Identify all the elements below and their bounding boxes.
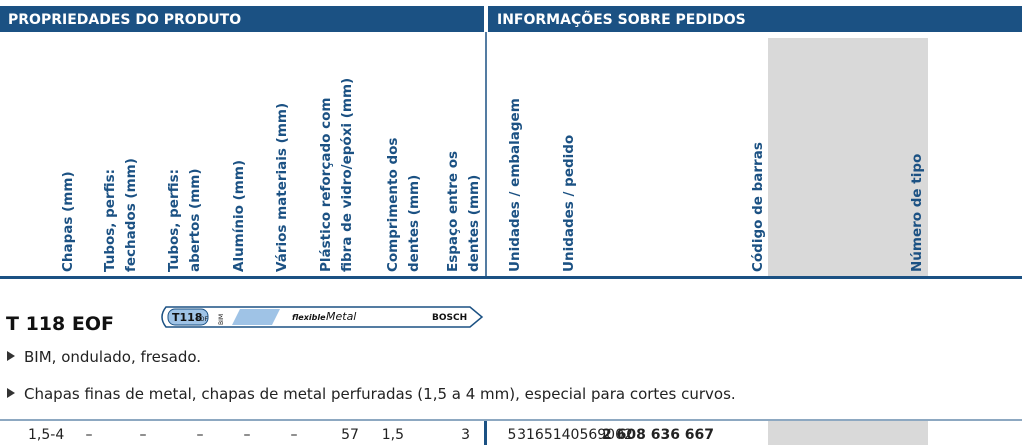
table-cell: 2 608 636 667: [602, 427, 714, 443]
product-name: T 118 EOF: [6, 313, 114, 335]
column-header: fibra de vidro/epóxi (mm): [339, 78, 355, 272]
table-cell: –: [291, 427, 298, 443]
blade-tag: [167, 308, 209, 326]
blade-line2: Metal: [326, 310, 356, 323]
blade-line1: flexible: [292, 313, 326, 322]
column-header: abertos (mm): [187, 168, 203, 272]
header-bar-left: [0, 6, 484, 32]
header-rule: [0, 276, 1022, 279]
table-cell: 3165140569002: [517, 427, 633, 443]
bullet-text: Chapas finas de metal, chapas de metal p…: [24, 385, 736, 403]
column-header: Vários materiais (mm): [274, 103, 290, 272]
blade-material: BIM: [218, 314, 225, 325]
table-cell: –: [244, 427, 251, 443]
table-cell: 5: [508, 427, 517, 443]
header-right: INFORMAÇÕES SOBRE PEDIDOS: [497, 10, 746, 28]
table-cell: 1,5: [382, 427, 404, 443]
bullet-icon: [7, 388, 15, 398]
table-cell: –: [140, 427, 147, 443]
blade-code: T118: [172, 311, 202, 324]
column-header: Unidades / pedido: [561, 135, 577, 272]
column-header: Espaço entre os: [445, 151, 461, 272]
table-cell: 3: [461, 427, 470, 443]
column-header: Unidades / embalagem: [507, 98, 523, 272]
column-header: dentes (mm): [466, 175, 482, 272]
bullet-icon: [7, 351, 15, 361]
column-header: Número de tipo: [909, 154, 925, 272]
column-header: Plástico reforçado com: [318, 98, 334, 272]
column-header: dentes (mm): [406, 175, 422, 272]
column-header: Tubos, perfis:: [102, 169, 118, 272]
table-cell: –: [86, 427, 93, 443]
table-cell: 57: [341, 427, 359, 443]
blade-stripe: [232, 309, 280, 325]
row-divider: [484, 421, 487, 445]
blade: T118 EOF BIM flexible Metal BOSCH: [161, 306, 484, 328]
column-header: Chapas (mm): [60, 171, 76, 272]
highlight-cell: [768, 421, 928, 445]
highlight-column: [768, 38, 928, 278]
table-cell: 1,5-4: [28, 427, 64, 443]
column-header: Alumínio (mm): [231, 160, 247, 272]
table-cell: –: [197, 427, 204, 443]
column-header: Tubos, perfis:: [166, 169, 182, 272]
bullet-text: BIM, ondulado, fresado.: [24, 348, 201, 366]
blade-suffix: EOF: [196, 316, 209, 323]
column-header: Código de barras: [750, 142, 766, 272]
column-header: fechados (mm): [123, 158, 139, 272]
blade-brand: BOSCH: [432, 313, 467, 323]
column-header: Comprimento dos: [385, 138, 401, 272]
header-bar-right: [488, 6, 1022, 32]
header-left: PROPRIEDADES DO PRODUTO: [8, 12, 241, 28]
